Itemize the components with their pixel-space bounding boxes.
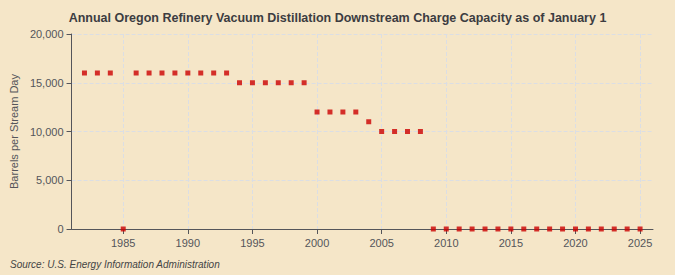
svg-text:0: 0 (57, 223, 63, 235)
svg-text:2025: 2025 (628, 237, 652, 249)
svg-text:Barrels per Stream Day: Barrels per Stream Day (8, 74, 20, 189)
svg-text:2015: 2015 (499, 237, 523, 249)
svg-text:20,000: 20,000 (30, 28, 64, 40)
svg-text:5,000: 5,000 (36, 174, 64, 186)
svg-text:2020: 2020 (563, 237, 587, 249)
svg-text:1990: 1990 (176, 237, 200, 249)
svg-text:2000: 2000 (305, 237, 329, 249)
svg-text:1995: 1995 (240, 237, 264, 249)
svg-text:2010: 2010 (434, 237, 458, 249)
svg-text:2005: 2005 (369, 237, 393, 249)
svg-text:15,000: 15,000 (30, 77, 64, 89)
svg-text:Annual Oregon Refinery Vacuum: Annual Oregon Refinery Vacuum Distillati… (69, 11, 607, 25)
svg-text:10,000: 10,000 (30, 126, 64, 138)
svg-text:1985: 1985 (111, 237, 135, 249)
svg-text:Source: U.S. Energy Informatio: Source: U.S. Energy Information Administ… (10, 259, 220, 270)
